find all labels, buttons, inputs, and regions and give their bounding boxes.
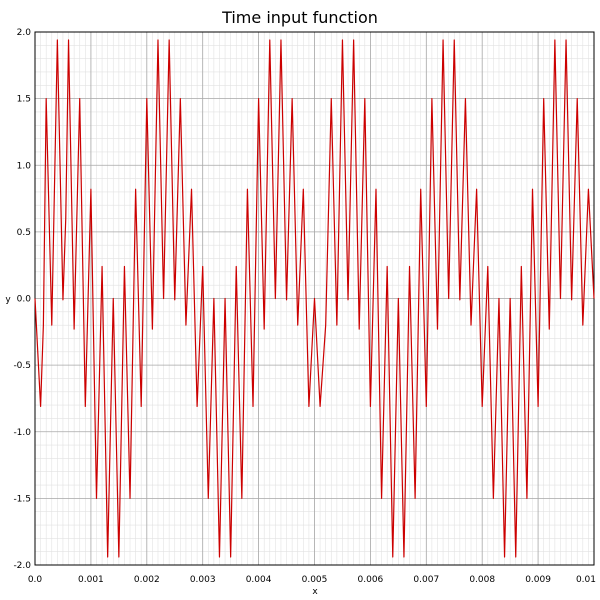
chart-title: Time input function <box>221 8 378 27</box>
x-tick-label: 0.01 <box>576 575 596 585</box>
x-tick-label: 0.002 <box>134 575 160 585</box>
y-tick-label: 0.5 <box>17 228 31 238</box>
y-tick-label: 1.0 <box>17 161 32 171</box>
series-line <box>34 39 595 558</box>
y-tick-label: -1.5 <box>13 494 31 504</box>
x-tick-label: 0.006 <box>358 575 384 585</box>
y-tick-label: -1.0 <box>13 428 31 438</box>
x-tick-label: 0.001 <box>78 575 104 585</box>
x-tick-label: 0.005 <box>302 575 328 585</box>
y-tick-label: 2.0 <box>17 28 32 38</box>
x-axis-label: x <box>312 587 318 597</box>
y-tick-label: -0.5 <box>13 361 31 371</box>
x-axis-ticks: 0.0 0.001 0.002 0.003 0.004 0.005 0.006 0.007 0.… <box>28 575 596 585</box>
x-tick-label: 0.008 <box>469 575 495 585</box>
x-tick-label: 0.0 <box>28 575 43 585</box>
series-layer <box>34 39 595 558</box>
y-axis-label: y <box>5 295 11 305</box>
y-tick-label: 1.5 <box>17 95 31 105</box>
x-tick-label: 0.003 <box>190 575 216 585</box>
y-tick-label: 0.0 <box>17 295 32 305</box>
x-tick-label: 0.009 <box>525 575 551 585</box>
x-tick-label: 0.004 <box>246 575 272 585</box>
x-tick-label: 0.007 <box>413 575 439 585</box>
y-tick-label: -2.0 <box>13 561 31 571</box>
y-axis-ticks: -2.0 -1.5 -1.0 -0.5 0.0 0.5 1.0 1.5 2.0 <box>13 28 31 571</box>
